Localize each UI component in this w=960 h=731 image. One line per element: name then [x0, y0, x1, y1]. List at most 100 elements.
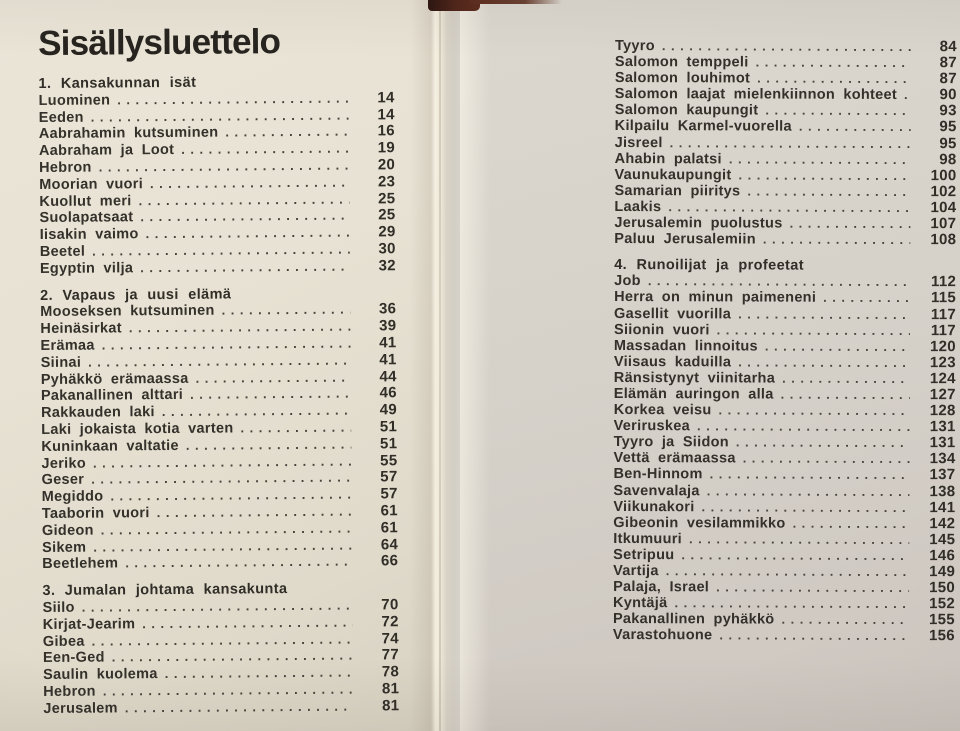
dot-leader: ........................................… [149, 174, 350, 191]
dot-leader: ........................................… [117, 90, 349, 108]
toc-entry: Veriruskea..............................… [614, 418, 956, 435]
dot-leader: ........................................… [145, 224, 350, 242]
dot-leader: ........................................… [764, 338, 910, 355]
section-heading: 4. Runoilijat ja profeetat [614, 257, 804, 274]
toc-section: 3. Jumalan johtama kansakunta Siilo......… [42, 580, 399, 717]
entry-page-number: 98 [939, 150, 957, 168]
toc-entry: Vaunukaupungit..........................… [614, 167, 956, 184]
right-page: Tyyro...................................… [460, 0, 960, 731]
entry-page-number: 64 [380, 535, 399, 553]
entry-page-number: 81 [381, 680, 400, 698]
toc-entry: Gasellit vuorilla.......................… [614, 305, 956, 322]
dot-leader: ........................................… [185, 436, 352, 453]
entry-title: Kuollut meri [39, 192, 132, 210]
dot-leader: ........................................… [688, 531, 910, 548]
entry-page-number: 39 [379, 317, 397, 335]
entry-title: Viisaus kaduilla [613, 353, 732, 371]
entry-page-number: 49 [379, 401, 398, 419]
dot-leader: ........................................… [181, 140, 350, 158]
entry-page-number: 70 [381, 596, 399, 614]
toc-entry: Vartija.................................… [613, 563, 955, 580]
dot-leader: ........................................… [190, 385, 351, 403]
entry-page-number: 107 [930, 215, 957, 233]
toc-entry: Salomon temppeli........................… [615, 54, 957, 71]
entry-page-number: 128 [929, 402, 956, 420]
entry-title: Suolapatsaat [39, 209, 134, 227]
book-gutter [436, 0, 460, 731]
entry-page-number: 46 [379, 384, 397, 402]
entry-page-number: 152 [929, 595, 956, 613]
entry-title: Hebron [39, 159, 92, 176]
entry-title: Kuninkaan valtatie [41, 437, 179, 455]
entry-page-number: 93 [939, 102, 957, 120]
toc-entry: Jisreel.................................… [615, 135, 957, 152]
entry-title: Megiddo [41, 488, 104, 506]
entry-title: Gideon [41, 522, 94, 539]
entry-page-number: 51 [379, 418, 398, 436]
page-edge-line [439, 0, 441, 731]
dot-leader: ........................................… [221, 301, 351, 318]
dot-leader: ........................................… [696, 418, 910, 436]
entry-page-number: 19 [377, 139, 396, 157]
dot-leader: ........................................… [798, 119, 911, 136]
entry-title: Samarian piiritys [614, 182, 741, 200]
entry-page-number: 44 [379, 367, 397, 385]
entry-page-number: 145 [929, 530, 956, 549]
dot-leader: ........................................… [738, 305, 911, 323]
entry-title: Jeriko [41, 455, 87, 472]
entry-page-number: 32 [378, 256, 396, 275]
page-title: Sisällysluettelo [38, 22, 281, 63]
toc-entry: Savenvalaja.............................… [613, 483, 955, 500]
toc-entry: Elämän auringon alla....................… [614, 386, 956, 403]
dot-leader: ........................................… [709, 466, 910, 484]
left-page: Sisällysluettelo 1. Kansakunnan isät Luom… [0, 0, 436, 731]
entry-page-number: 78 [381, 663, 400, 681]
entry-title: Kirjat-Jearim [42, 615, 136, 633]
toc-section: 4. Runoilijat ja profeetat Job...........… [613, 257, 956, 644]
entry-page-number: 57 [380, 485, 398, 503]
dot-leader: ........................................… [164, 664, 354, 682]
entry-page-number: 108 [930, 231, 957, 249]
dot-leader: ........................................… [111, 647, 354, 665]
dot-leader: ........................................… [661, 38, 911, 56]
entry-title: Saulin kuolema [43, 666, 158, 684]
entry-title: Aabrahamin kutsuminen [38, 124, 219, 143]
dot-leader: ........................................… [88, 352, 351, 370]
entry-title: Laki jokaista kotia varten [41, 420, 234, 438]
entry-title: Laakis [614, 198, 662, 216]
entry-page-number: 146 [929, 547, 956, 565]
entry-page-number: 36 [378, 300, 397, 318]
entry-title: Itkumuuri [613, 530, 683, 548]
dot-leader: ........................................… [781, 611, 909, 629]
entry-page-number: 41 [379, 350, 397, 369]
dot-leader: ........................................… [738, 354, 910, 371]
entry-title: Salomon temppeli [614, 54, 749, 71]
entry-title: Palaja, Israel [613, 579, 710, 596]
toc-entry: Siionin vuori...........................… [614, 322, 956, 339]
entry-title: Iisakin vaimo [39, 226, 139, 244]
toc-entry: Ahabin palatsi..........................… [615, 151, 957, 168]
toc-entry: Massadan linnoitus......................… [614, 338, 956, 355]
toc-entry: Viisaus kaduilla........................… [614, 354, 956, 371]
entry-page-number: 104 [930, 199, 957, 217]
entry-page-number: 66 [380, 552, 399, 570]
entry-title: Salomon louhimot [614, 70, 751, 87]
entry-title: Kilpailu Karmel-vuorella [614, 118, 792, 136]
entry-title: Siinai [40, 354, 82, 371]
dot-leader: ........................................… [681, 547, 910, 565]
toc-entry: Egyptin vilja...........................… [40, 256, 396, 278]
entry-title: Elämän auringon alla [613, 385, 774, 403]
dot-leader: ........................................… [92, 453, 352, 471]
left-toc: 1. Kansakunnan isät Luominen.............… [38, 73, 399, 717]
dot-leader: ........................................… [195, 369, 351, 386]
entry-page-number: 124 [929, 369, 956, 388]
dot-leader: ........................................… [904, 87, 911, 104]
entry-page-number: 74 [381, 629, 399, 647]
dot-leader: ........................................… [780, 386, 910, 404]
toc-entry: Beetlehem...............................… [42, 552, 399, 574]
dot-leader: ........................................… [792, 515, 910, 532]
dot-leader: ........................................… [735, 434, 910, 452]
dot-leader: ........................................… [718, 402, 910, 420]
entry-title: Tyyro ja Siidon [613, 434, 729, 451]
entry-page-number: 117 [930, 321, 957, 339]
